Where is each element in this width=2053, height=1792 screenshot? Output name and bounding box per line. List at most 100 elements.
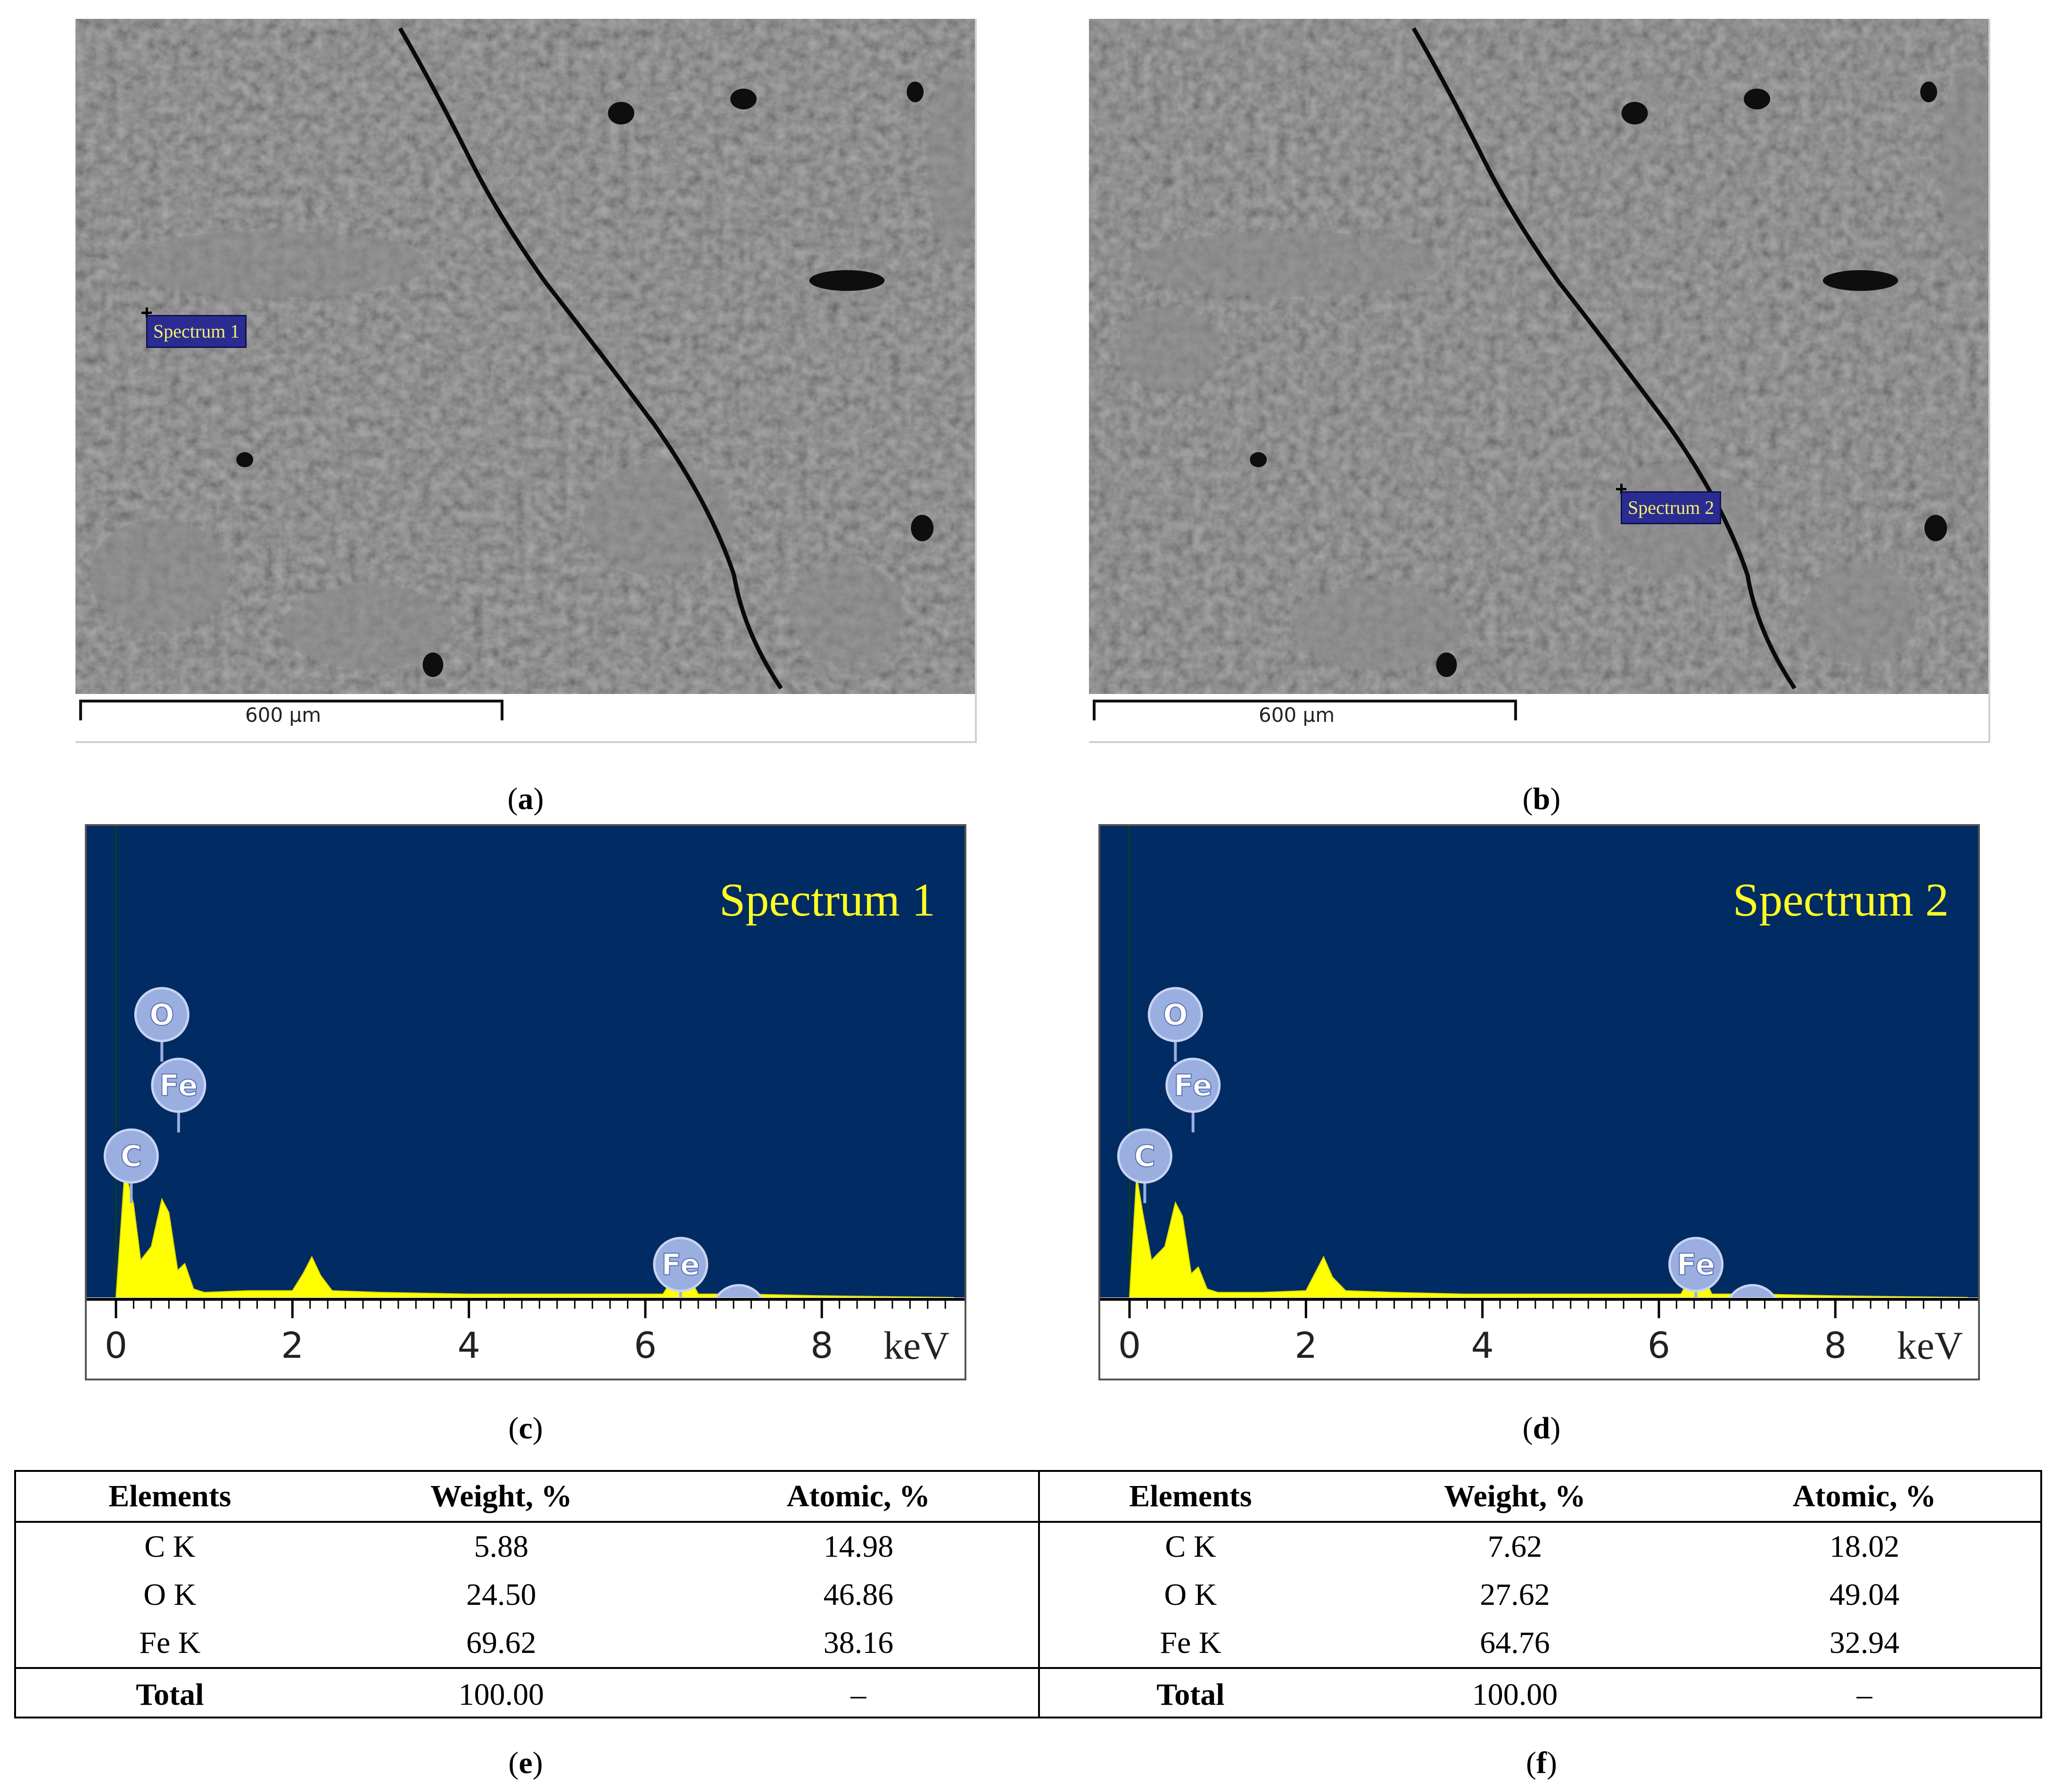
peak-marker-label: Fe [159, 1068, 198, 1103]
peak-marker-badge [151, 1057, 206, 1113]
caption-c: (c) [508, 1411, 543, 1445]
peak-marker-label: O [1163, 998, 1188, 1032]
peak-marker-badge [1165, 1057, 1221, 1113]
sem-image-b [1089, 19, 1988, 694]
cell-weight: 69.62 [466, 1626, 536, 1660]
peak-marker-fe: Fe [151, 1057, 206, 1132]
cell-element: O K [143, 1577, 197, 1612]
cell-atomic: 18.02 [1829, 1529, 1900, 1564]
cell-atomic: 46.86 [823, 1577, 894, 1612]
cell-element: C K [1165, 1529, 1216, 1564]
eds-spectrum-title: Spectrum 1 [719, 874, 935, 926]
eds-axis-area [87, 1297, 965, 1379]
peak-marker-badge [103, 1128, 159, 1184]
peak-marker-c: C [1117, 1128, 1172, 1203]
sem-micrograph-b: Spectrum 2 600 μm [1089, 19, 1990, 743]
peak-marker-label: Fe [661, 1247, 700, 1282]
eds-x-axis-label: keV [1897, 1324, 1963, 1368]
cell-weight: 5.88 [474, 1529, 529, 1564]
caption-c-letter: c [519, 1411, 533, 1445]
table-row: Fe K 69.62 38.16 [16, 1619, 1038, 1668]
caption-d: (d) [1522, 1411, 1561, 1445]
spectrum-1-marker [141, 307, 152, 318]
header-atomic: Atomic, % [678, 1472, 1038, 1523]
sem-image-a [75, 19, 975, 694]
header-atomic: Atomic, % [1689, 1472, 2040, 1523]
peak-marker-fe: Fe [653, 1237, 709, 1312]
header-weight: Weight, % [1341, 1472, 1689, 1523]
cell-atomic: 49.04 [1829, 1577, 1900, 1612]
peak-marker-label: C [121, 1139, 142, 1173]
composition-table-e: Elements Weight, % Atomic, % C K 5.88 14… [14, 1470, 1040, 1721]
cell-element: O K [1164, 1577, 1217, 1612]
table-row: O K 27.62 49.04 [1040, 1571, 2040, 1619]
spectrum-1-tag: Spectrum 1 [146, 315, 247, 348]
scale-bar-b [1093, 700, 1517, 720]
eds-x-axis-label: keV [883, 1324, 949, 1368]
caption-a-letter: a [518, 782, 534, 816]
cell-total-atomic: – [678, 1667, 1038, 1721]
caption-e-letter: e [519, 1746, 533, 1780]
caption-f: (f) [1526, 1746, 1557, 1780]
eds-tick-label: 8 [810, 1324, 833, 1366]
peak-marker-label: O [149, 998, 174, 1032]
cell-total-weight: 100.00 [1341, 1667, 1689, 1721]
table-total-row: Total 100.00 – [16, 1667, 1038, 1721]
composition-table-e-grid: Elements Weight, % Atomic, % C K 5.88 14… [16, 1472, 1038, 1721]
header-weight: Weight, % [323, 1472, 679, 1523]
table-row: C K 7.62 18.02 [1040, 1522, 2040, 1571]
peak-marker-c: C [103, 1128, 159, 1203]
cell-element: Fe K [139, 1626, 201, 1660]
cell-atomic: 14.98 [823, 1529, 894, 1564]
composition-table-f: Elements Weight, % Atomic, % C K 7.62 18… [1038, 1470, 2042, 1721]
cell-atomic: 32.94 [1829, 1626, 1900, 1660]
peak-marker-o: O [1147, 987, 1203, 1062]
eds-tick-label: 6 [634, 1324, 657, 1366]
eds-plot-background [1100, 826, 1978, 1297]
cell-atomic: 38.16 [823, 1626, 894, 1660]
peak-marker-label: Fe [1677, 1247, 1715, 1282]
peak-marker-badge [653, 1237, 709, 1292]
cell-weight: 24.50 [466, 1577, 536, 1612]
cell-weight: 64.76 [1480, 1626, 1550, 1660]
scale-bar-a [79, 700, 503, 720]
table-header-row: Elements Weight, % Atomic, % [16, 1472, 1038, 1523]
composition-table-f-grid: Elements Weight, % Atomic, % C K 7.62 18… [1040, 1472, 2040, 1721]
peak-marker-badge [1147, 987, 1203, 1042]
eds-tick-label: 2 [1294, 1324, 1317, 1366]
eds-tick-label: 4 [457, 1324, 480, 1366]
peak-marker-fe: Fe [1668, 1237, 1724, 1312]
table-total-row: Total 100.00 – [1040, 1667, 2040, 1721]
cell-element: Fe K [1160, 1626, 1221, 1660]
scale-label-b: 600 μm [1259, 703, 1335, 727]
peak-marker-label: C [1134, 1139, 1156, 1173]
table-row: C K 5.88 14.98 [16, 1522, 1038, 1571]
spectrum-2-tag: Spectrum 2 [1621, 491, 1722, 524]
table-header-row: Elements Weight, % Atomic, % [1040, 1472, 2040, 1523]
spectrum-2-marker [1616, 484, 1626, 494]
peak-marker-label: Fe [1174, 1068, 1212, 1103]
table-row: Fe K 64.76 32.94 [1040, 1619, 2040, 1668]
eds-tick-label: 2 [281, 1324, 304, 1366]
caption-b: (b) [1522, 782, 1561, 816]
peak-marker-badge [134, 987, 190, 1042]
table-row: O K 24.50 46.86 [16, 1571, 1038, 1619]
eds-tick-label: 0 [1118, 1324, 1141, 1366]
eds-plot-background [87, 826, 965, 1297]
cell-weight: 27.62 [1480, 1577, 1550, 1612]
caption-a: (a) [507, 782, 544, 816]
eds-tick-label: 6 [1648, 1324, 1670, 1366]
sem-micrograph-a: Spectrum 1 600 μm [75, 19, 977, 743]
eds-tick-label: 0 [105, 1324, 127, 1366]
eds-spectrum-title: Spectrum 2 [1733, 874, 1949, 926]
cell-element: C K [144, 1529, 196, 1564]
header-elements: Elements [1040, 1472, 1341, 1523]
cell-total-atomic: – [1689, 1667, 2040, 1721]
cell-total-label: Total [1040, 1667, 1341, 1721]
cell-weight: 7.62 [1487, 1529, 1542, 1564]
caption-b-letter: b [1533, 782, 1550, 816]
